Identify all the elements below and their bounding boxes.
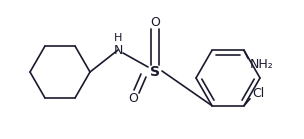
Text: H: H (114, 33, 122, 43)
Text: O: O (128, 91, 138, 105)
Text: O: O (150, 16, 160, 28)
Text: N: N (113, 44, 123, 56)
Text: NH₂: NH₂ (250, 58, 274, 71)
Text: Cl: Cl (252, 87, 264, 100)
Text: S: S (150, 65, 160, 79)
